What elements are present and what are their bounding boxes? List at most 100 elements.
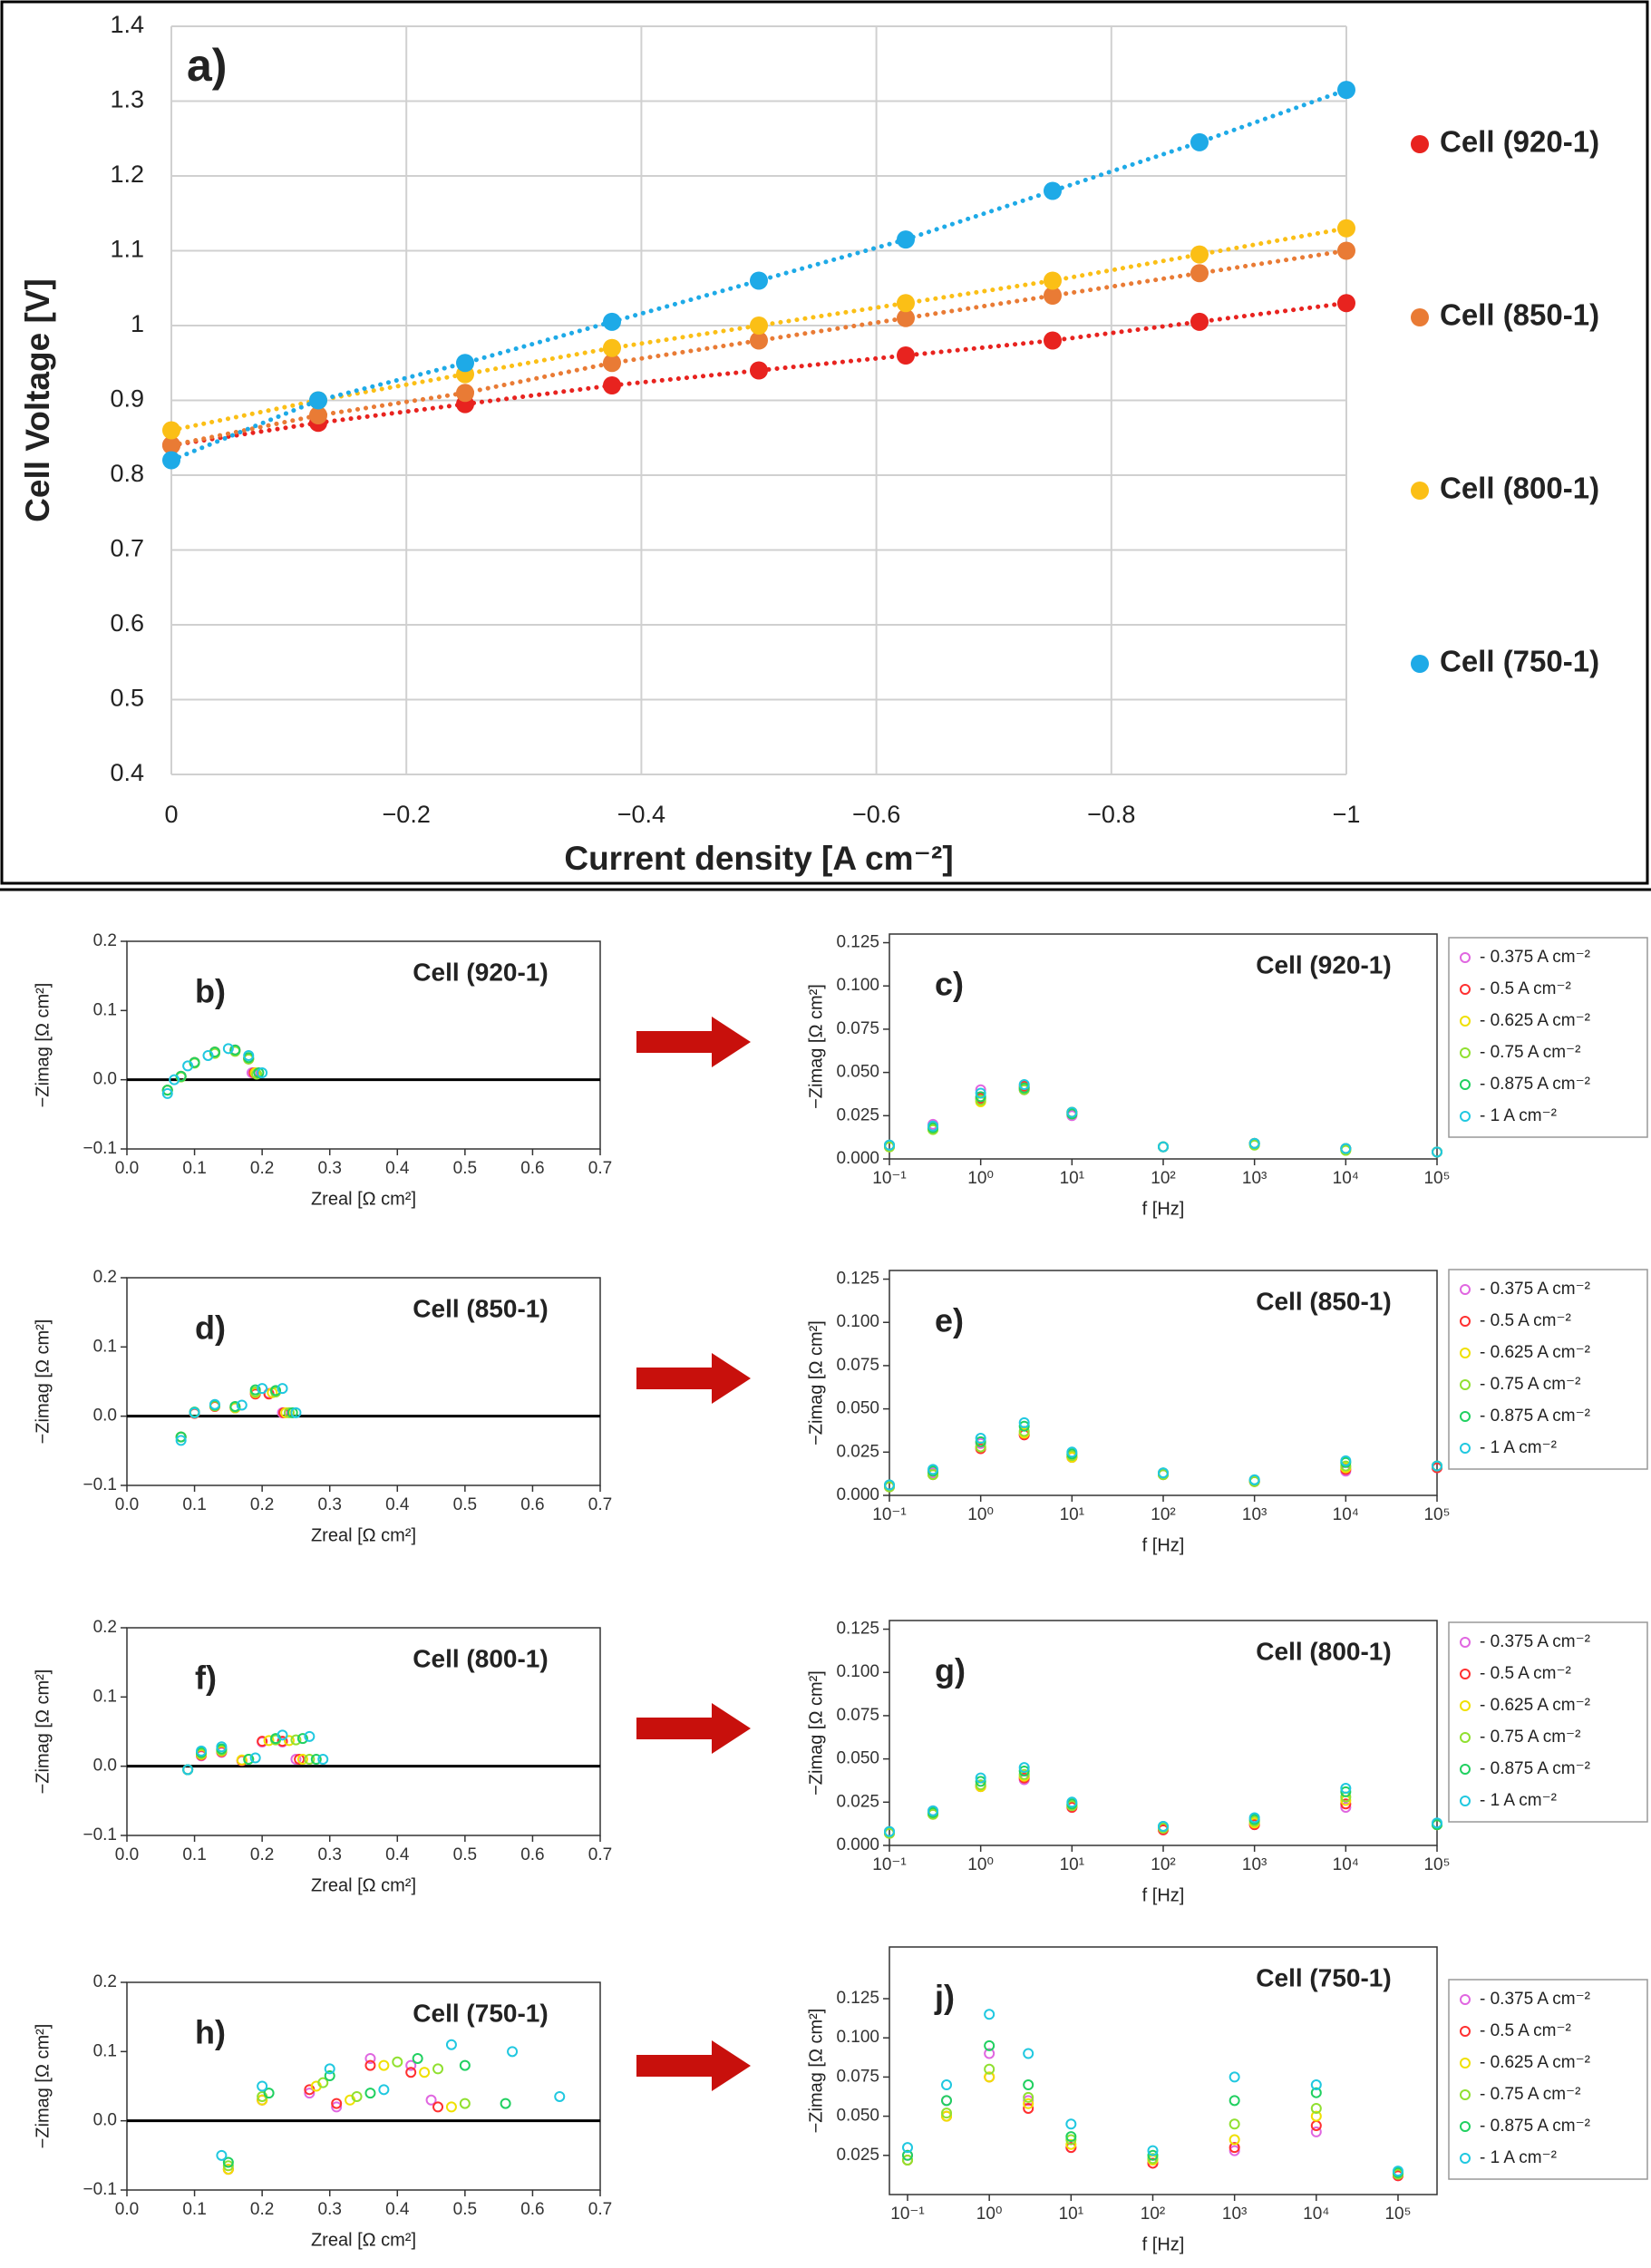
data-point xyxy=(750,316,768,335)
legend-label: - 0.625 A cm⁻² xyxy=(1480,1011,1590,1030)
x-tick-label: 0.6 xyxy=(520,2200,544,2219)
data-point xyxy=(257,2080,268,2092)
x-tick-label: 0.0 xyxy=(115,1159,139,1178)
legend-marker xyxy=(1460,2026,1471,2037)
legend-marker xyxy=(1411,135,1429,153)
x-tick-label: 0.3 xyxy=(318,1845,342,1864)
data-point xyxy=(294,1754,306,1766)
data-point xyxy=(941,2079,953,2091)
legend-marker xyxy=(1460,1732,1471,1743)
data-point xyxy=(984,2063,995,2075)
legend-marker xyxy=(1460,1637,1471,1648)
data-point xyxy=(897,308,915,327)
data-point xyxy=(1018,1420,1030,1432)
y-tick-label: 0.5 xyxy=(110,685,144,712)
x-tick-label: 10⁻¹ xyxy=(890,2205,925,2224)
data-point xyxy=(1018,1762,1030,1774)
data-point xyxy=(364,2052,376,2064)
legend-label: Cell (920-1) xyxy=(1440,125,1599,159)
data-point xyxy=(1018,1416,1030,1428)
data-point xyxy=(507,2046,519,2058)
y-tick-label: 0.025 xyxy=(836,1105,879,1124)
data-point xyxy=(1310,2079,1322,2091)
data-point xyxy=(941,2095,953,2107)
x-tick-label: 0.5 xyxy=(453,1495,477,1514)
panel-label: a) xyxy=(187,40,227,91)
data-point xyxy=(162,451,180,470)
data-point xyxy=(296,1733,308,1745)
panel-label: c) xyxy=(935,966,964,1003)
data-point xyxy=(1337,81,1355,100)
data-point xyxy=(456,354,474,373)
data-point xyxy=(1337,219,1355,238)
data-point xyxy=(1190,312,1209,331)
x-tick-label: 10³ xyxy=(1242,1505,1267,1524)
data-point xyxy=(1065,2138,1077,2150)
x-tick-label: 10³ xyxy=(1222,2205,1247,2224)
data-point xyxy=(1229,2071,1240,2083)
data-point xyxy=(1018,1768,1030,1780)
data-point xyxy=(884,1479,895,1491)
data-point xyxy=(1310,2110,1322,2122)
data-point xyxy=(277,1729,288,1741)
x-tick-label: 10³ xyxy=(1242,1169,1267,1188)
data-point xyxy=(222,2156,234,2168)
data-point xyxy=(1044,331,1062,350)
data-point xyxy=(1044,271,1062,290)
data-point xyxy=(364,2088,376,2099)
y-tick-label: 0.125 xyxy=(836,1270,879,1289)
legend-label: - 0.375 A cm⁻² xyxy=(1480,1990,1590,2009)
legend-label: - 0.625 A cm⁻² xyxy=(1480,1696,1590,1715)
data-point xyxy=(257,1067,268,1079)
legend-box xyxy=(1448,937,1648,1138)
data-point xyxy=(1065,2118,1077,2130)
data-point xyxy=(277,1736,288,1747)
data-point xyxy=(1248,1812,1260,1824)
data-point xyxy=(984,2048,995,2059)
y-tick-label: −0.1 xyxy=(83,2180,117,2199)
data-point xyxy=(1158,1821,1169,1833)
data-point xyxy=(750,331,768,350)
legend-marker xyxy=(1460,1796,1471,1806)
data-point xyxy=(196,1745,208,1757)
y-axis-label: −Zimag [Ω cm²] xyxy=(806,1670,826,1796)
x-tick-label: 0.4 xyxy=(385,1159,410,1178)
data-point xyxy=(1229,2142,1240,2154)
data-point xyxy=(290,1754,302,1766)
x-tick-label: 0.7 xyxy=(588,2200,612,2219)
data-point xyxy=(927,1464,939,1475)
data-point xyxy=(216,1741,228,1753)
y-tick-label: 0.125 xyxy=(836,933,879,952)
x-tick-label: −0.4 xyxy=(617,801,665,828)
data-point xyxy=(1158,1141,1169,1153)
x-axis-label: f [Hz] xyxy=(1142,1535,1185,1555)
data-point xyxy=(1248,1137,1260,1149)
y-tick-label: 0.1 xyxy=(93,1687,117,1706)
x-tick-label: 10¹ xyxy=(1060,1505,1084,1524)
y-tick-label: −0.1 xyxy=(83,1139,117,1158)
y-tick-label: 0.2 xyxy=(93,1972,117,1991)
data-point xyxy=(1340,1786,1352,1797)
data-point xyxy=(459,2098,471,2109)
panel-label: e) xyxy=(935,1302,964,1339)
y-tick-label: 0.100 xyxy=(836,976,879,995)
y-axis-label: −Zimag [Ω cm²] xyxy=(806,2009,826,2134)
data-point xyxy=(309,391,327,410)
legend-label: - 0.875 A cm⁻² xyxy=(1480,1075,1590,1094)
legend-label: - 1 A cm⁻² xyxy=(1480,1438,1557,1457)
y-tick-label: 1.2 xyxy=(110,161,144,188)
legend-marker xyxy=(1460,1764,1471,1775)
data-point xyxy=(229,1400,241,1412)
x-tick-label: 0.6 xyxy=(520,1159,544,1178)
y-tick-label: 0.050 xyxy=(836,1063,879,1082)
legend-label: - 1 A cm⁻² xyxy=(1480,1791,1557,1810)
x-tick-label: 0.5 xyxy=(453,2200,477,2219)
data-point xyxy=(1340,1783,1352,1795)
data-point xyxy=(309,406,327,424)
x-tick-label: 0.3 xyxy=(318,2200,342,2219)
data-point xyxy=(304,1730,316,1742)
data-point xyxy=(290,1734,302,1746)
y-tick-label: 0.000 xyxy=(836,1485,879,1504)
plot-frame xyxy=(889,1620,1438,1846)
data-point xyxy=(897,230,915,249)
